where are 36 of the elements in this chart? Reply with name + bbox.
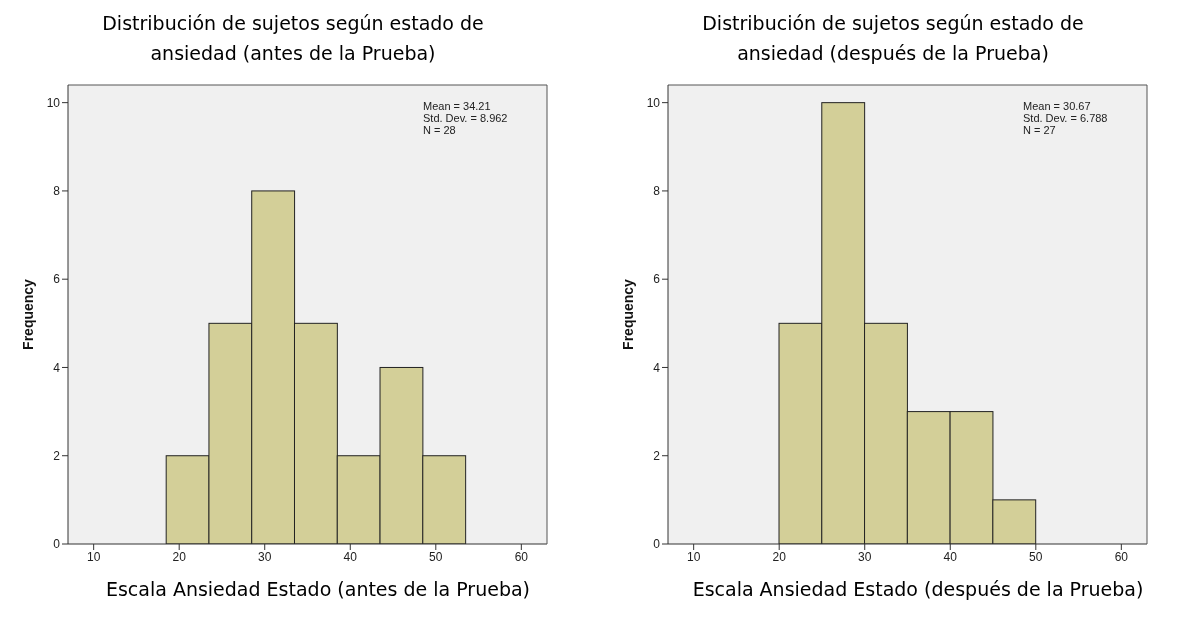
x-tick-label: 60 — [514, 549, 529, 564]
y-axis-title: Frequency — [619, 278, 636, 350]
y-tick-label: 10 — [646, 95, 661, 110]
x-tick-label: 30 — [258, 549, 272, 564]
y-tick-label: 8 — [53, 184, 61, 199]
chart-title: Distribución de sujetos según estado de ansiedad (después de la Prueba) — [701, 11, 1085, 66]
annotation: Std. Dev. = 6.788 — [1023, 112, 1108, 124]
y-tick-label: 8 — [653, 184, 661, 199]
y-tick-label: 2 — [653, 448, 661, 463]
y-tick-label: 2 — [53, 448, 61, 463]
x-tick-label: 20 — [172, 549, 187, 564]
y-tick-label: 6 — [53, 272, 61, 287]
chart-title: Distribución de sujetos según estado de ansiedad (antes de la Prueba) — [101, 11, 485, 66]
annotation: N = 27 — [1023, 124, 1057, 136]
x-axis-title: Escala Ansiedad Estado (después de la Prueba) — [691, 578, 1145, 600]
y-tick-label: 0 — [653, 537, 661, 552]
y-tick-label: 4 — [653, 360, 661, 375]
annotation: N = 28 — [423, 124, 457, 136]
y-tick-label: 0 — [53, 537, 61, 552]
y-tick-label: 10 — [46, 95, 61, 110]
y-tick-label: 6 — [653, 272, 661, 287]
annotation: Mean = 30.67 — [1023, 100, 1092, 112]
annotation: Mean = 34.21 — [423, 100, 492, 112]
x-axis-title: Escala Ansiedad Estado (antes de la Prueba) — [104, 578, 532, 600]
x-tick-label: 50 — [429, 549, 443, 564]
y-axis-title: Frequency — [19, 278, 36, 350]
x-tick-label: 10 — [86, 549, 101, 564]
x-tick-label: 50 — [1029, 549, 1043, 564]
x-tick-label: 40 — [943, 549, 958, 564]
annotation: Std. Dev. = 8.962 — [423, 112, 508, 124]
x-tick-label: 60 — [1114, 549, 1129, 564]
x-tick-label: 20 — [772, 549, 787, 564]
y-tick-label: 4 — [53, 360, 61, 375]
x-tick-label: 10 — [686, 549, 701, 564]
x-tick-label: 30 — [858, 549, 872, 564]
x-tick-label: 40 — [343, 549, 358, 564]
